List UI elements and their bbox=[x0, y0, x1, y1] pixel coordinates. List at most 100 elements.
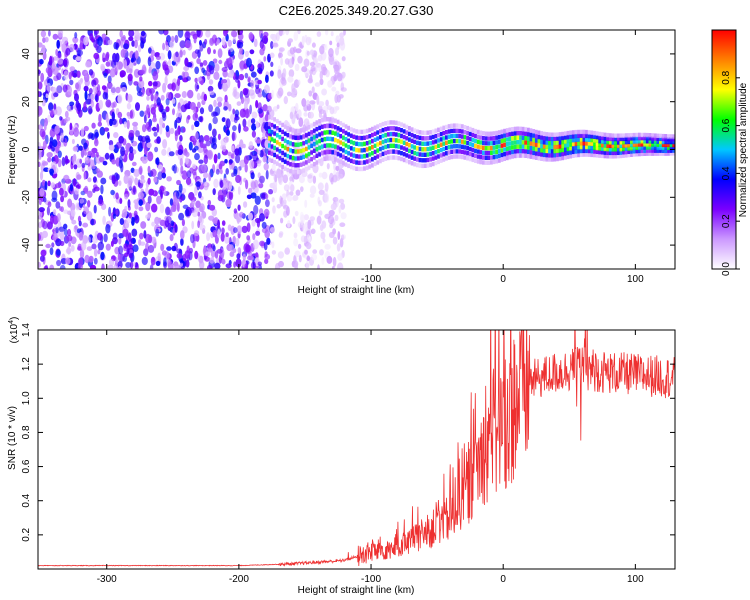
spectrogram-band-cell bbox=[532, 150, 536, 156]
spectrogram-band-cell bbox=[474, 138, 477, 144]
spectrogram-band-cell bbox=[490, 150, 493, 155]
spectrogram-cell bbox=[75, 100, 80, 109]
spectrogram-band-cell bbox=[601, 139, 604, 144]
spectrogram-cell bbox=[119, 30, 123, 38]
spectrogram-cell bbox=[63, 228, 68, 236]
spectrogram-band-cell bbox=[619, 150, 623, 155]
spectrogram-band-cell bbox=[342, 141, 345, 147]
spectrogram-cell bbox=[262, 155, 267, 163]
spectrogram-band-cell bbox=[318, 145, 321, 150]
spectrogram-cell bbox=[135, 32, 142, 38]
spectrogram-band-cell bbox=[310, 123, 313, 128]
spectrogram-cell bbox=[244, 88, 250, 99]
spectrogram-band-cell bbox=[624, 139, 628, 145]
spectrogram-cell bbox=[228, 182, 233, 191]
spectrogram-cell bbox=[309, 74, 313, 83]
spectrogram-band-cell bbox=[595, 131, 599, 136]
spectrogram-band-cell bbox=[558, 144, 562, 149]
spectrogram-band-cell bbox=[460, 129, 464, 134]
spectrogram-band-cell bbox=[426, 146, 430, 152]
spectrogram-cell bbox=[185, 177, 192, 186]
spectrogram-band-cell bbox=[656, 136, 660, 141]
spectrogram-band-cell bbox=[352, 140, 356, 146]
spectrogram-band-cell bbox=[357, 160, 361, 165]
spectrogram-cell bbox=[60, 132, 64, 141]
spectrogram-cell bbox=[147, 195, 152, 204]
spectrogram-cell bbox=[150, 107, 156, 115]
spectrogram-band-cell bbox=[294, 156, 298, 161]
spectrogram-cell bbox=[271, 163, 276, 172]
spectrogram-cell bbox=[303, 58, 310, 67]
spectrogram-band-cell bbox=[431, 151, 435, 156]
spectrogram-cell bbox=[169, 198, 174, 206]
spectrogram-cell bbox=[174, 34, 179, 44]
spectrogram-band-cell bbox=[368, 152, 372, 157]
spectrogram-band-cell bbox=[408, 131, 411, 137]
spectrogram-band-cell bbox=[606, 132, 610, 138]
spectrogram-band-cell bbox=[653, 148, 657, 153]
spectrogram-band-cell bbox=[590, 141, 594, 146]
colorbar-tick-label: 0.8 bbox=[721, 70, 732, 84]
spectrogram-cell bbox=[88, 88, 93, 94]
spectrogram-cell bbox=[252, 233, 256, 241]
spectrogram-cell bbox=[184, 31, 191, 40]
spectrogram-band-cell bbox=[302, 134, 306, 139]
spectrogram-band-cell bbox=[458, 123, 462, 129]
spectrogram-band-cell bbox=[360, 148, 364, 153]
spectrogram-band-cell bbox=[476, 129, 480, 135]
spectrogram-cell bbox=[94, 129, 99, 139]
spectrogram-band-cell bbox=[379, 123, 382, 128]
spectrogram-band-cell bbox=[320, 144, 324, 149]
spectrogram-band-cell bbox=[371, 157, 374, 162]
spectrogram-cell bbox=[149, 88, 155, 94]
spectrogram-band-cell bbox=[495, 140, 499, 145]
x-tick-label: 100 bbox=[627, 274, 644, 285]
spectrogram-cell bbox=[297, 109, 302, 119]
spectrogram-band-cell bbox=[455, 144, 459, 149]
spectrogram-band-cell bbox=[593, 134, 596, 139]
spectrogram-band-cell bbox=[281, 136, 284, 142]
spectrogram-band-cell bbox=[416, 146, 419, 151]
spectrogram-band-cell bbox=[347, 132, 350, 137]
spectrogram-band-cell bbox=[519, 148, 522, 154]
spectrogram-band-cell bbox=[638, 139, 641, 144]
spectrogram-band-cell bbox=[484, 155, 488, 160]
spectrogram-band-cell bbox=[344, 156, 348, 161]
spectrogram-cell bbox=[114, 257, 118, 267]
spectrogram-band-cell bbox=[614, 143, 617, 149]
spectrogram-cell bbox=[177, 149, 183, 156]
spectrogram-cell bbox=[308, 90, 313, 97]
spectrogram-band-cell bbox=[624, 153, 628, 158]
spectrogram-cell bbox=[199, 40, 202, 46]
spectrogram-cell bbox=[97, 199, 104, 206]
figure-title: C2E6.2025.349.20.27.G30 bbox=[279, 3, 434, 18]
spectrogram-band-cell bbox=[299, 169, 303, 174]
spectrogram-band-cell bbox=[339, 127, 343, 132]
spectrogram-cell bbox=[287, 38, 293, 43]
spectrogram-band-cell bbox=[648, 145, 652, 150]
spectrogram-band-cell bbox=[585, 141, 588, 146]
spectrogram-cell bbox=[214, 250, 219, 259]
spectrogram-band-cell bbox=[595, 153, 599, 158]
spectrogram-cell bbox=[166, 176, 172, 182]
spectrogram-band-cell bbox=[500, 152, 504, 158]
spectrogram-y-label: Frequency (Hz) bbox=[7, 116, 18, 185]
spectrogram-cell bbox=[203, 172, 209, 179]
spectrogram-band-cell bbox=[635, 136, 639, 141]
spectrogram-band-cell bbox=[524, 144, 528, 150]
spectrogram-band-cell bbox=[482, 145, 485, 151]
spectrogram-band-cell bbox=[669, 145, 673, 150]
spectrogram-cell bbox=[69, 122, 73, 131]
spectrogram-cell bbox=[61, 156, 66, 167]
spectrogram-band-cell bbox=[450, 149, 454, 154]
spectrogram-cell bbox=[294, 210, 299, 217]
spectrogram-cell bbox=[198, 159, 204, 164]
spectrogram-cell bbox=[194, 82, 199, 92]
spectrogram-cell bbox=[249, 49, 255, 55]
spectrogram-band-cell bbox=[408, 148, 411, 154]
spectrogram-cell bbox=[271, 241, 275, 249]
spectrogram-cell bbox=[287, 76, 294, 83]
spectrogram-cell bbox=[38, 150, 42, 161]
spectrogram-cell bbox=[266, 237, 271, 245]
spectrogram-band-cell bbox=[532, 142, 536, 147]
